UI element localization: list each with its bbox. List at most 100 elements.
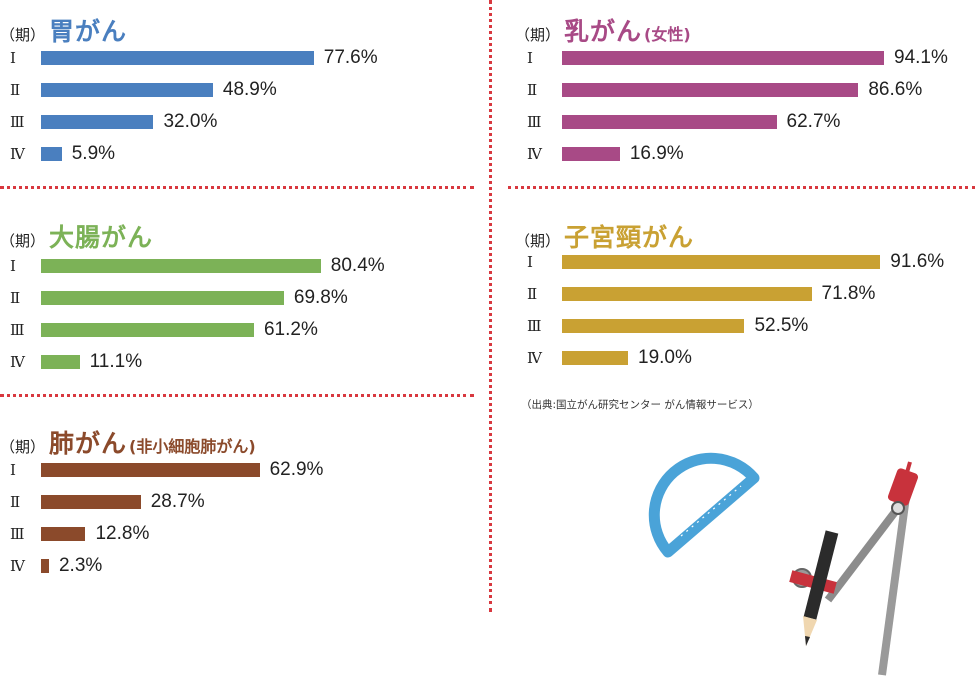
bar-mark <box>41 527 86 541</box>
stage-tick-label: Ⅰ <box>10 461 16 479</box>
bar-value-label: 71.8% <box>821 283 876 304</box>
bar-value-label: 61.2% <box>263 319 318 340</box>
chart-header: （期） 子宮頸がん <box>515 218 694 254</box>
bar-value-label: 16.9% <box>629 143 684 164</box>
bar-mark <box>562 319 745 333</box>
chart-title: 大腸がん <box>49 223 154 252</box>
source-note: （出典:国立がん研究センター がん情報サービス） <box>521 399 759 411</box>
period-label: （期） <box>0 26 46 44</box>
chart-title: 子宮頸がん <box>564 223 695 252</box>
stage-tick-label: Ⅱ <box>10 289 21 307</box>
bar-row: Ⅰ 91.6% <box>527 252 967 272</box>
divider-left-2 <box>0 394 474 397</box>
bar-value-label: 2.3% <box>58 555 103 576</box>
stage-tick-label: Ⅲ <box>10 113 25 131</box>
stage-tick-label: Ⅰ <box>10 49 16 67</box>
bar-row: Ⅰ 77.6% <box>10 48 450 68</box>
bar-mark <box>562 115 777 129</box>
stage-tick-label: Ⅰ <box>527 253 533 271</box>
bar-mark <box>41 323 254 337</box>
bar-value-label: 48.9% <box>222 79 277 100</box>
bar-value-label: 94.1% <box>894 47 948 68</box>
bar-value-label: 5.9% <box>71 143 116 164</box>
chart-title: 乳がん <box>564 17 643 46</box>
compass-icon <box>789 461 919 676</box>
bar-value-label: 86.6% <box>868 79 923 100</box>
chart-subtitle: (非小細胞肺がん) <box>129 437 256 456</box>
chart-header: （期） 大腸がん <box>0 218 153 254</box>
bar-row: Ⅱ 69.8% <box>10 288 450 308</box>
stage-tick-label: Ⅱ <box>527 285 538 303</box>
bar-row: Ⅲ 32.0% <box>10 112 450 132</box>
chart-title: 肺がん <box>49 429 128 458</box>
bar-row: Ⅳ 2.3% <box>10 556 450 576</box>
chart-subtitle: (女性) <box>644 25 691 44</box>
bar-mark <box>41 259 321 273</box>
bar-value-label: 62.7% <box>786 111 841 132</box>
stage-tick-label: Ⅳ <box>10 145 25 163</box>
chart-header: （期） 乳がん (女性) <box>515 12 691 48</box>
bar-mark <box>562 287 812 301</box>
bar-value-label: 69.8% <box>293 287 348 308</box>
bar-mark <box>41 559 49 573</box>
bar-row: Ⅱ 28.7% <box>10 492 450 512</box>
bar-mark <box>41 51 314 65</box>
bar-mark <box>41 291 284 305</box>
bar-row: Ⅳ 5.9% <box>10 144 450 164</box>
bar-value-label: 28.7% <box>150 491 205 512</box>
bar-value-label: 11.1% <box>89 351 143 372</box>
stage-tick-label: Ⅱ <box>10 493 21 511</box>
bar-mark <box>41 463 260 477</box>
bar-row: Ⅱ 48.9% <box>10 80 450 100</box>
bar-row: Ⅰ 94.1% <box>527 48 967 68</box>
bar-row: Ⅰ 80.4% <box>10 256 450 276</box>
bar-mark <box>41 495 141 509</box>
bar-mark <box>562 255 881 269</box>
bar-mark <box>41 355 80 369</box>
bar-value-label: 62.9% <box>269 459 324 480</box>
bar-mark <box>562 51 884 65</box>
divider-right-1 <box>508 186 975 189</box>
bar-row: Ⅲ 12.8% <box>10 524 450 544</box>
chart-header: （期） 胃がん <box>0 12 127 48</box>
bar-value-label: 19.0% <box>638 347 692 368</box>
bar-value-label: 80.4% <box>330 255 385 276</box>
protractor-icon <box>648 452 760 558</box>
stage-tick-label: Ⅲ <box>527 113 542 131</box>
stage-tick-label: Ⅱ <box>527 81 538 99</box>
stage-tick-label: Ⅲ <box>10 321 25 339</box>
bar-mark <box>41 83 213 97</box>
stage-tick-label: Ⅰ <box>10 257 16 275</box>
bar-value-label: 32.0% <box>163 111 218 132</box>
vertical-divider <box>489 0 492 612</box>
stage-tick-label: Ⅲ <box>10 525 25 543</box>
bar-mark <box>562 147 620 161</box>
bar-row: Ⅳ 19.0% <box>527 348 967 368</box>
stage-tick-label: Ⅰ <box>527 49 533 67</box>
bar-row: Ⅲ 61.2% <box>10 320 450 340</box>
period-label: （期） <box>515 26 561 44</box>
chart-header: （期） 肺がん (非小細胞肺がん) <box>0 424 256 460</box>
bar-mark <box>562 351 629 365</box>
drawing-tools-illustration <box>648 452 919 676</box>
bar-value-label: 52.5% <box>754 315 809 336</box>
bar-row: Ⅱ 71.8% <box>527 284 967 304</box>
stage-tick-label: Ⅳ <box>10 557 25 575</box>
chart-title: 胃がん <box>49 17 128 46</box>
bar-row: Ⅳ 16.9% <box>527 144 967 164</box>
stage-tick-label: Ⅳ <box>527 349 542 367</box>
stage-tick-label: Ⅳ <box>10 353 25 371</box>
stage-tick-label: Ⅲ <box>527 317 542 335</box>
stage-tick-label: Ⅱ <box>10 81 21 99</box>
bar-value-label: 91.6% <box>890 251 945 272</box>
bar-mark <box>41 147 62 161</box>
bar-row: Ⅲ 62.7% <box>527 112 967 132</box>
period-label: （期） <box>0 232 46 250</box>
bar-row: Ⅱ 86.6% <box>527 80 967 100</box>
bar-row: Ⅳ 11.1% <box>10 352 450 372</box>
bar-value-label: 77.6% <box>323 47 378 68</box>
bar-value-label: 12.8% <box>95 523 150 544</box>
bar-mark <box>562 83 859 97</box>
divider-left-1 <box>0 186 474 189</box>
pencil-icon <box>803 530 839 646</box>
